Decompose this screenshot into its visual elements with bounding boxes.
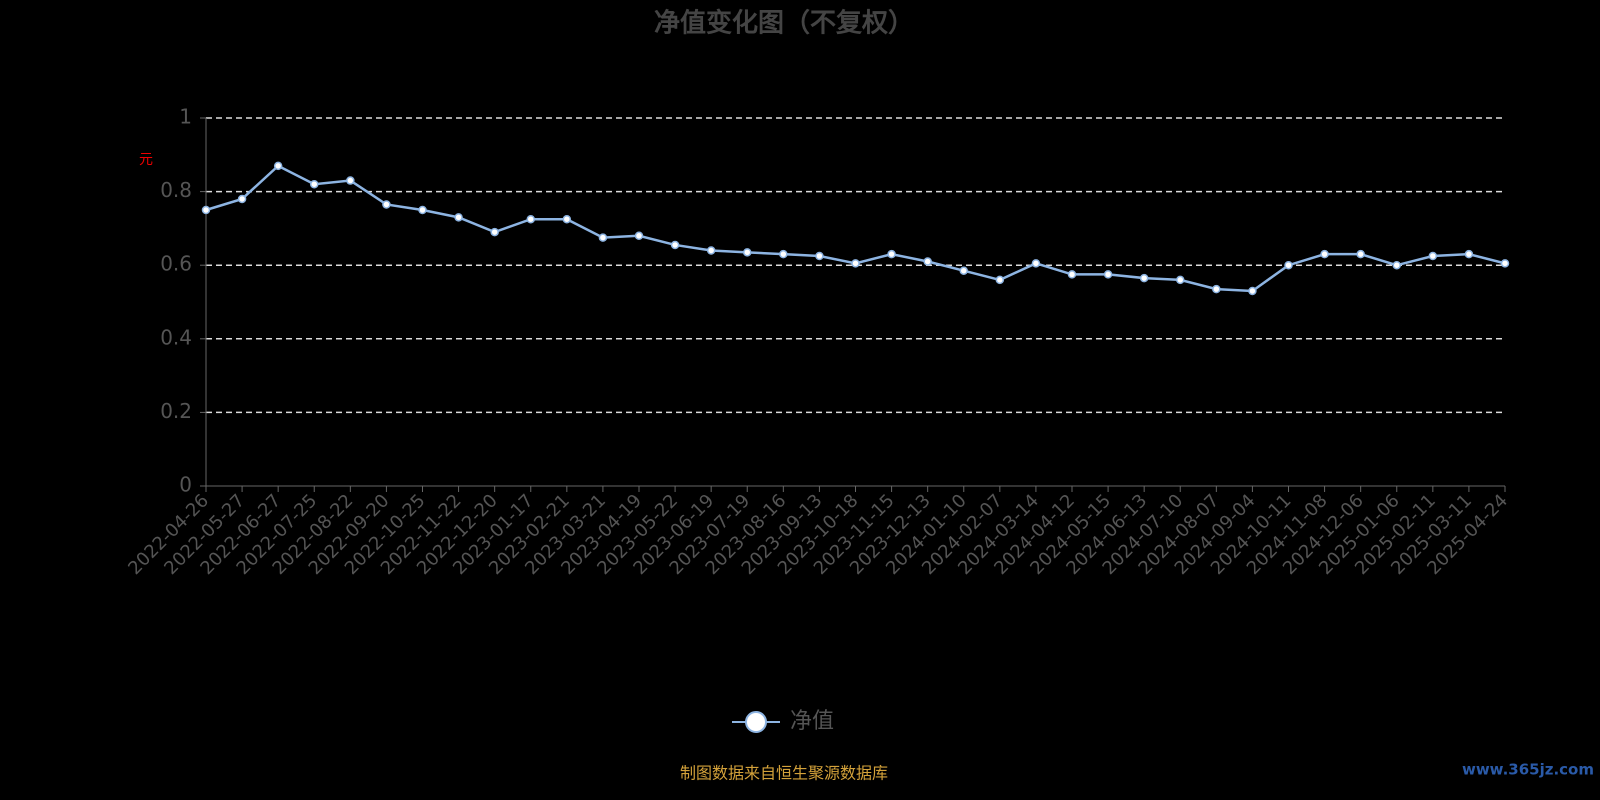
y-tick-label: 0.2 [160, 399, 192, 423]
y-tick-label: 0.6 [160, 252, 192, 276]
point [201, 205, 211, 215]
point [851, 259, 860, 268]
chart-title: 净值变化图（不复权） [654, 8, 914, 39]
point [995, 275, 1005, 285]
point [1176, 275, 1185, 285]
y-tick-label: 0 [179, 473, 192, 497]
point [1031, 259, 1041, 268]
point [887, 249, 896, 259]
point [418, 205, 427, 215]
point [1356, 249, 1365, 259]
point [273, 161, 283, 171]
point [959, 266, 968, 275]
point [237, 194, 247, 204]
point [743, 248, 752, 257]
point [382, 200, 391, 209]
point [670, 240, 680, 250]
point [346, 176, 355, 185]
y-axis-label: 元 [139, 152, 153, 168]
point [779, 249, 788, 259]
point [1212, 284, 1221, 294]
point [923, 257, 932, 266]
legend-marker [745, 711, 767, 733]
point [1248, 286, 1257, 296]
point [1464, 249, 1474, 259]
point [634, 231, 644, 241]
footer: 制图数据来自恒生聚源数据库 [680, 764, 888, 783]
legend-label: 净值 [790, 709, 834, 734]
point [706, 246, 716, 255]
y-tick-label: 0.8 [160, 178, 192, 202]
point [454, 213, 463, 222]
point [598, 233, 608, 242]
point [1428, 251, 1438, 261]
point [490, 227, 499, 237]
point [1067, 270, 1077, 279]
y-tick-label: 0.4 [160, 325, 192, 349]
point [1284, 260, 1293, 270]
point [1500, 259, 1510, 268]
point [815, 251, 824, 261]
point [562, 214, 572, 224]
point [526, 214, 535, 224]
y-tick-label: 1 [179, 105, 192, 129]
point [1139, 273, 1149, 283]
point [310, 179, 319, 189]
point [1103, 270, 1113, 279]
point [1392, 260, 1401, 270]
watermark: www.365jz.com [1462, 761, 1594, 779]
point [1320, 249, 1329, 259]
